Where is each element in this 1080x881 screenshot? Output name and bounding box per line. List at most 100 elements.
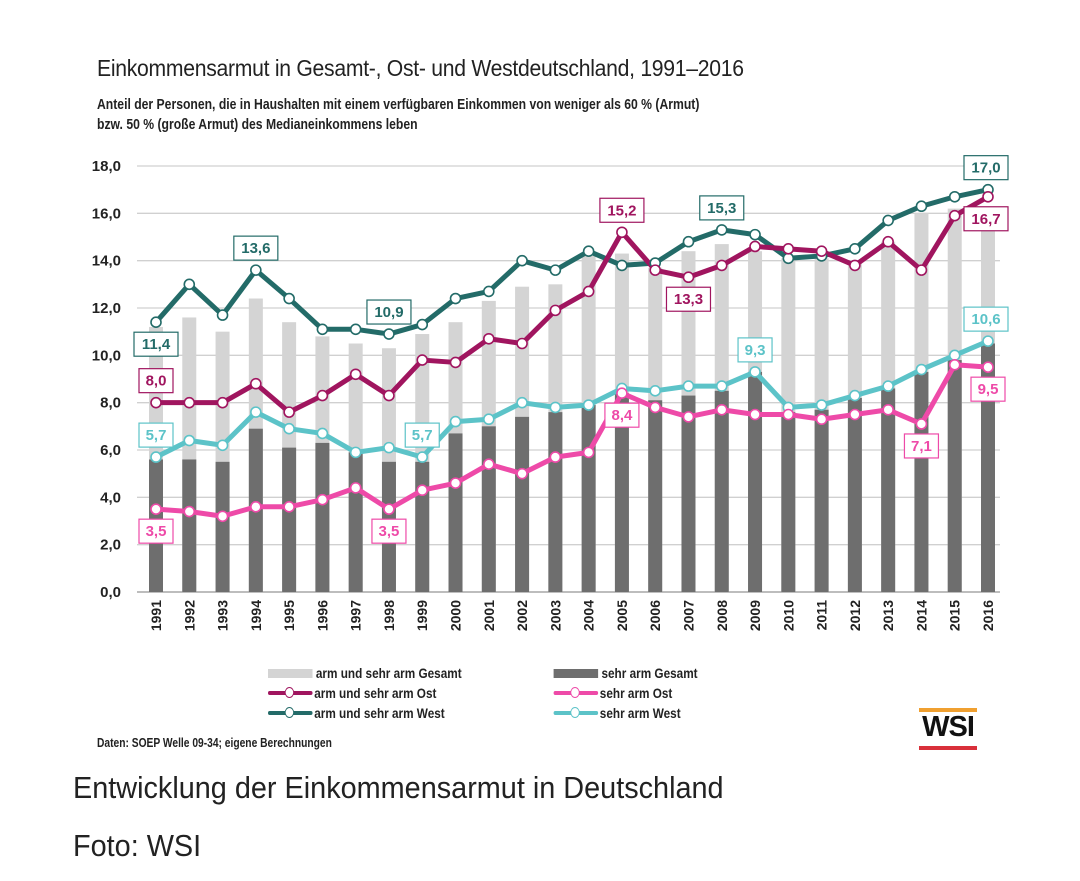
bar-sehr-arm-gesamt — [648, 400, 663, 592]
point-sehr-arm-ost — [283, 500, 295, 513]
point-arm-west — [582, 245, 595, 257]
x-axis-ticks: 1991 1992 1993 1994 1995 1996 1997 1998 1999 2000… — [148, 600, 996, 631]
point-sehr-arm-west — [749, 366, 761, 378]
data-label-text: 15,2 — [607, 202, 636, 219]
point-sehr-arm-west — [183, 434, 196, 447]
point-sehr-arm-ost — [549, 451, 562, 463]
x-tick-label: 2002 — [514, 600, 530, 631]
x-tick-label: 2013 — [880, 600, 896, 631]
chart-subtitle-line-2: bzw. 50 % (große Armut) des Medianeinkom… — [97, 117, 418, 133]
point-arm-ost — [749, 240, 761, 253]
x-tick-label: 1996 — [314, 600, 330, 631]
x-tick-label: 2010 — [780, 600, 796, 631]
point-arm-ost — [482, 332, 495, 345]
legend-swatch-arm-ost — [268, 687, 313, 699]
y-axis-ticks: 0,0 2,0 4,0 6,0 8,0 10,0 12,0 14,0 16,0 18,0 — [92, 158, 121, 601]
y-tick-label: 6,0 — [100, 442, 121, 459]
point-sehr-arm-ost — [316, 493, 329, 506]
point-sehr-arm-west — [948, 349, 961, 362]
point-sehr-arm-ost — [982, 361, 994, 373]
bar-sehr-arm-gesamt — [748, 371, 763, 592]
point-sehr-arm-west — [815, 399, 828, 411]
point-arm-west — [283, 292, 295, 305]
y-tick-label: 4,0 — [100, 489, 121, 506]
data-label-arm-west: 11,4 — [133, 331, 179, 357]
point-arm-ost — [383, 389, 395, 402]
point-sehr-arm-ost — [416, 484, 429, 497]
point-arm-ost — [815, 245, 828, 257]
point-sehr-arm-west — [882, 380, 894, 392]
data-label-box — [138, 368, 174, 394]
data-label-text: 16,7 — [971, 211, 1000, 228]
bar-sehr-arm-gesamt — [348, 452, 363, 592]
data-label-text: 7,1 — [911, 438, 932, 455]
x-tick-label: 2012 — [847, 600, 863, 631]
data-label-box — [970, 376, 1006, 402]
point-arm-west — [250, 264, 262, 276]
point-arm-west — [449, 292, 462, 305]
data-label-text: 15,3 — [707, 200, 736, 217]
x-tick-label: 2007 — [680, 600, 696, 631]
point-arm-ost — [316, 389, 329, 402]
point-arm-west — [715, 224, 728, 236]
point-sehr-arm-ost — [183, 505, 196, 518]
point-arm-ost — [216, 396, 229, 409]
legend-label: arm und sehr arm Gesamt — [315, 665, 462, 681]
chart-subtitle-line-1: Anteil der Personen, die in Haushalten m… — [97, 97, 700, 113]
point-arm-west — [948, 190, 961, 203]
data-label-arm-ost: 15,2 — [599, 197, 645, 223]
data-labels: 11,4 13,6 10,9 15,3 17,0 8,0 15,2 13,3 16,7 5,7 5,… — [133, 155, 1009, 544]
x-tick-label: 2003 — [547, 600, 563, 631]
point-arm-west — [549, 264, 562, 276]
data-label-box — [903, 433, 940, 459]
point-sehr-arm-west — [250, 406, 262, 418]
point-sehr-arm-ost — [682, 411, 695, 423]
point-sehr-arm-ost — [250, 500, 262, 513]
data-label-text: 10,6 — [971, 311, 1000, 328]
point-arm-ost — [283, 406, 295, 418]
point-arm-ost — [682, 271, 695, 284]
data-label-arm-west: 10,9 — [366, 299, 412, 325]
point-arm-west — [183, 278, 196, 291]
point-arm-west — [383, 328, 395, 340]
data-label-arm-west: 17,0 — [963, 155, 1009, 181]
point-sehr-arm-west — [682, 380, 695, 392]
line-arm-ost — [153, 194, 991, 415]
x-tick-label: 1999 — [414, 600, 430, 631]
point-arm-west — [150, 316, 162, 329]
bar-sehr-arm-gesamt — [282, 447, 297, 592]
point-arm-west — [782, 252, 795, 265]
data-label-arm-west: 15,3 — [699, 195, 745, 221]
bar-sehr-arm-gesamt — [681, 395, 696, 592]
bar-sehr-arm-gesamt — [215, 461, 230, 592]
legend-item-sehr-arm-gesamt: sehr arm Gesamt — [553, 663, 698, 683]
legend-swatch-arm-west — [268, 707, 313, 719]
data-label-box — [371, 518, 407, 544]
point-sehr-arm-west — [416, 451, 429, 463]
data-label-box — [233, 235, 279, 261]
data-label-sehr-arm-west: 5,7 — [138, 422, 174, 448]
y-tick-label: 8,0 — [100, 395, 121, 412]
x-tick-label: 2016 — [980, 600, 996, 631]
x-tick-label: 1991 — [148, 600, 164, 631]
x-tick-label: 1993 — [215, 600, 231, 631]
data-label-text: 9,3 — [745, 342, 766, 359]
bar-sehr-arm-gesamt — [182, 459, 197, 592]
bar-sehr-arm-gesamt — [315, 442, 330, 592]
legend-item-arm-ost: arm und sehr arm Ost — [268, 683, 436, 703]
x-tick-label: 2011 — [814, 600, 830, 631]
data-label-box — [404, 422, 440, 448]
bar-sehr-arm-gesamt — [581, 405, 596, 592]
bar-sehr-arm-gesamt — [481, 426, 496, 592]
point-sehr-arm-west — [915, 363, 928, 376]
point-arm-west — [616, 259, 628, 272]
data-label-sehr-arm-west: 9,3 — [737, 337, 773, 363]
bar-sehr-arm-gesamt — [548, 412, 563, 592]
point-sehr-arm-ost — [616, 387, 628, 400]
point-arm-ost — [849, 259, 861, 272]
point-sehr-arm-west — [549, 401, 562, 414]
point-sehr-arm-ost — [882, 403, 894, 416]
legend-label: sehr arm Ost — [599, 685, 673, 701]
bar-sehr-arm-gesamt — [914, 371, 929, 592]
data-label-box — [366, 299, 412, 325]
